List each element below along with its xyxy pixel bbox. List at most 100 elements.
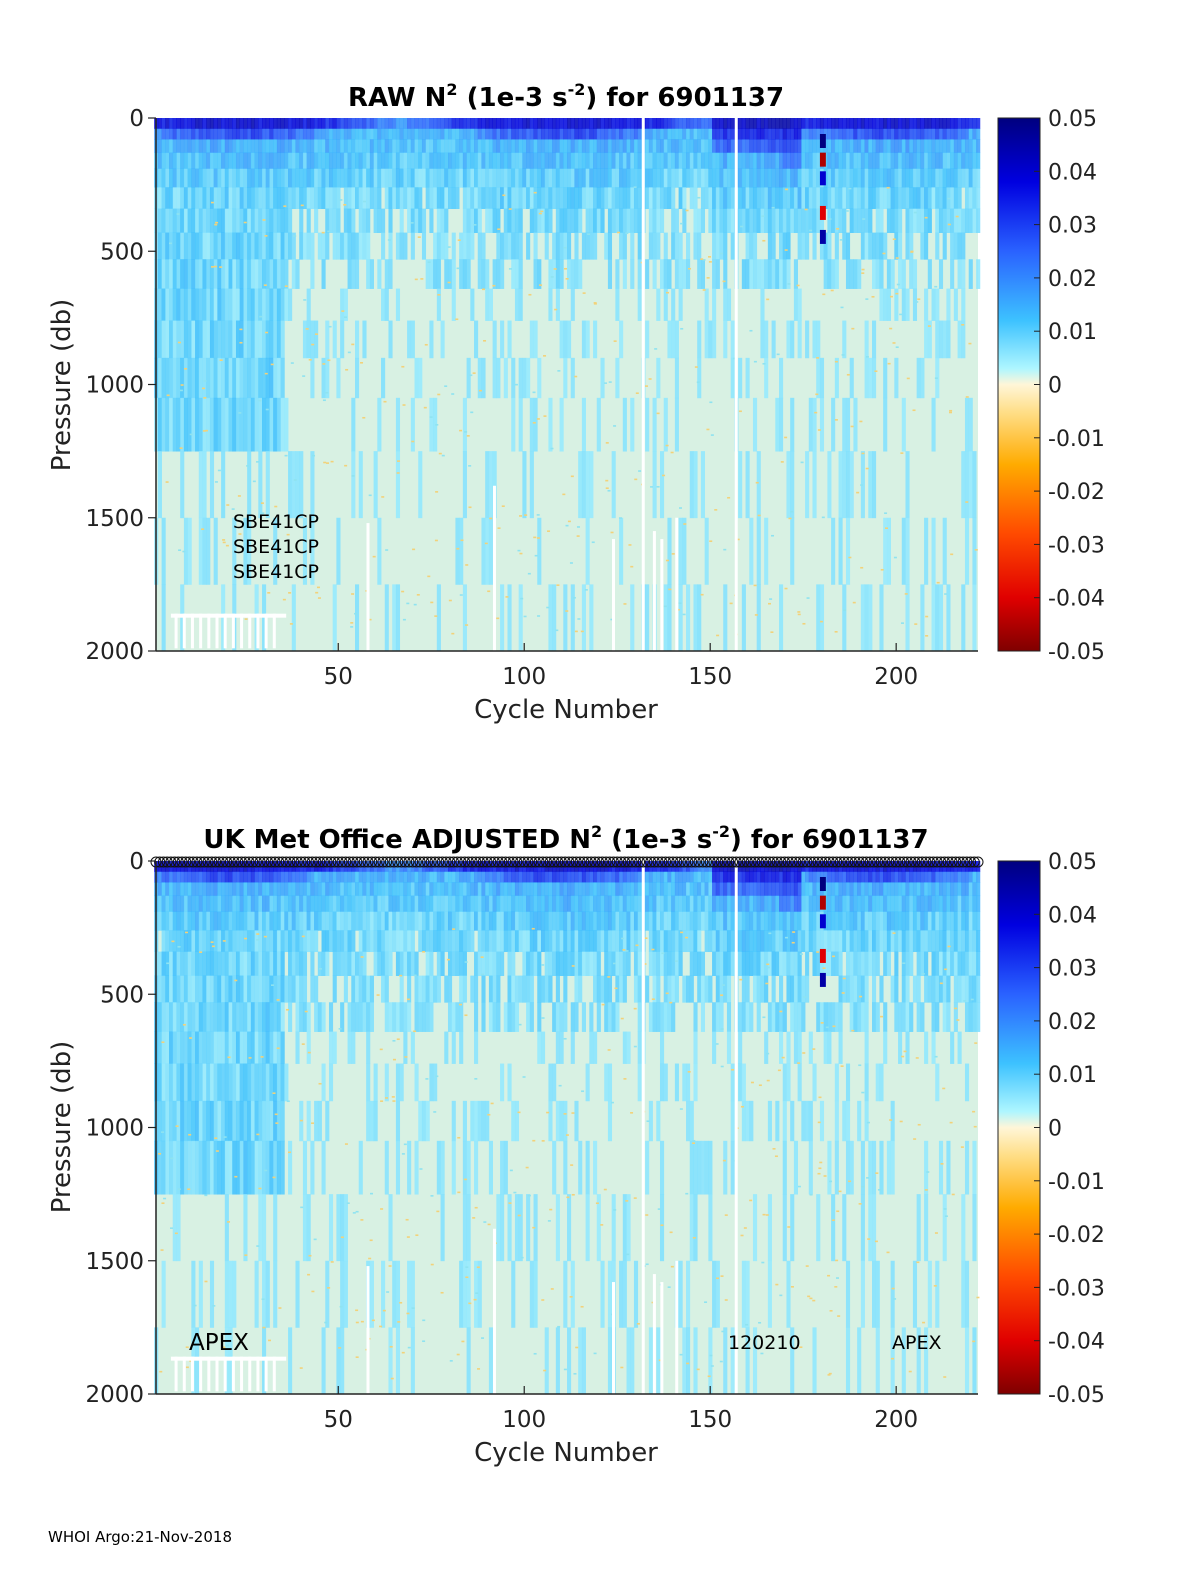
heatmap-cell xyxy=(894,882,899,897)
heatmap-cell xyxy=(700,951,706,976)
heatmap-cell xyxy=(626,187,631,210)
heatmap-cell xyxy=(790,118,795,130)
heatmap-cell xyxy=(217,911,222,931)
anomaly-mark xyxy=(165,481,169,483)
heatmap-cell xyxy=(931,187,936,210)
heatmap-cell xyxy=(388,951,393,976)
anomaly-mark xyxy=(633,186,637,188)
heatmap-cell xyxy=(604,152,609,170)
heatmap-cell xyxy=(805,152,810,170)
heatmap-cell xyxy=(719,232,724,260)
heatmap-cell xyxy=(369,152,374,170)
heatmap-cell xyxy=(488,168,494,188)
heatmap-cell xyxy=(708,882,713,897)
heatmap-cell xyxy=(570,871,575,883)
heatmap-cell xyxy=(585,1140,590,1195)
heatmap-cell xyxy=(317,232,322,260)
heatmap-cell xyxy=(920,232,925,260)
heatmap-cell xyxy=(444,232,449,260)
heatmap-cell xyxy=(901,187,906,210)
heatmap-cell xyxy=(221,397,226,452)
heatmap-cell xyxy=(838,895,843,913)
heatmap-cell xyxy=(451,895,456,913)
heatmap-cell xyxy=(395,168,401,188)
heatmap-cell xyxy=(652,128,657,140)
heatmap-cell xyxy=(715,895,720,913)
heatmap-cell xyxy=(864,168,869,188)
heatmap-cell xyxy=(258,1002,263,1032)
heatmap-cell xyxy=(611,451,616,519)
heatmap-cell xyxy=(362,911,367,931)
heatmap-cell xyxy=(388,911,393,931)
heatmap-cell xyxy=(466,208,471,233)
heatmap-cell xyxy=(202,1100,207,1142)
heatmap-cell xyxy=(392,168,397,188)
heatmap-cell xyxy=(514,1194,520,1262)
heatmap-cell xyxy=(321,259,326,289)
heatmap-cell xyxy=(317,168,322,188)
heatmap-cell xyxy=(964,139,970,154)
heatmap-cell xyxy=(176,882,181,897)
anomaly-mark xyxy=(459,594,463,596)
heatmap-cell xyxy=(555,1031,560,1064)
anomaly-mark xyxy=(663,605,667,608)
heatmap-cell xyxy=(831,1002,836,1032)
heatmap-cell xyxy=(395,871,401,883)
anomaly-mark xyxy=(839,239,843,241)
heatmap-cell xyxy=(645,320,650,359)
heatmap-cell xyxy=(927,871,932,883)
heatmap-cell xyxy=(262,911,267,931)
heatmap-cell xyxy=(637,118,642,130)
heatmap-cell xyxy=(935,895,940,913)
heatmap-cell xyxy=(920,357,925,399)
heatmap-cell xyxy=(529,397,534,452)
heatmap-cell xyxy=(314,882,319,897)
heatmap-cell xyxy=(172,259,177,289)
heatmap-cell xyxy=(280,139,285,154)
heatmap-cell xyxy=(593,128,598,140)
heatmap-cell xyxy=(247,517,252,585)
heatmap-cell xyxy=(157,357,162,399)
heatmap-cell xyxy=(496,357,501,399)
heatmap-cell xyxy=(198,1100,203,1142)
heatmap-cell xyxy=(228,232,233,260)
anomaly-mark xyxy=(284,285,288,288)
heatmap-cell xyxy=(191,128,196,140)
heatmap-cell xyxy=(697,357,702,399)
heatmap-cell xyxy=(258,1194,263,1262)
heatmap-cell xyxy=(492,882,497,897)
heatmap-cell xyxy=(801,152,806,170)
heatmap-cell xyxy=(883,232,888,260)
heatmap-cell xyxy=(314,208,319,233)
heatmap-cell xyxy=(730,168,735,188)
heatmap-cell xyxy=(317,871,322,883)
heatmap-cell xyxy=(310,911,315,931)
heatmap-cell xyxy=(611,895,616,913)
heatmap-cell xyxy=(198,911,203,931)
heatmap-cell xyxy=(842,895,847,913)
heatmap-cell xyxy=(265,1140,270,1195)
heatmap-cell xyxy=(540,128,546,140)
heatmap-cell xyxy=(403,139,408,154)
heatmap-cell xyxy=(827,139,832,154)
heatmap-cell xyxy=(169,871,174,883)
heatmap-cell xyxy=(953,152,958,170)
heatmap-cell xyxy=(656,882,661,897)
heatmap-cell xyxy=(749,930,754,953)
heatmap-cell xyxy=(593,951,598,976)
heatmap-cell xyxy=(793,128,798,140)
heatmap-cell xyxy=(280,1100,285,1142)
anomaly-mark xyxy=(856,491,860,494)
heatmap-cell xyxy=(749,152,754,170)
anomaly-mark xyxy=(865,298,869,300)
heatmap-cell xyxy=(172,397,177,452)
heatmap-cell xyxy=(514,882,520,897)
heatmap-cell xyxy=(596,895,601,913)
heatmap-cell xyxy=(764,975,769,1003)
gap-column xyxy=(174,613,178,649)
heatmap-cell xyxy=(381,911,386,931)
heatmap-cell xyxy=(209,895,215,913)
heatmap-cell xyxy=(213,911,218,931)
heatmap-cell xyxy=(228,871,233,883)
heatmap-cell xyxy=(619,895,624,913)
